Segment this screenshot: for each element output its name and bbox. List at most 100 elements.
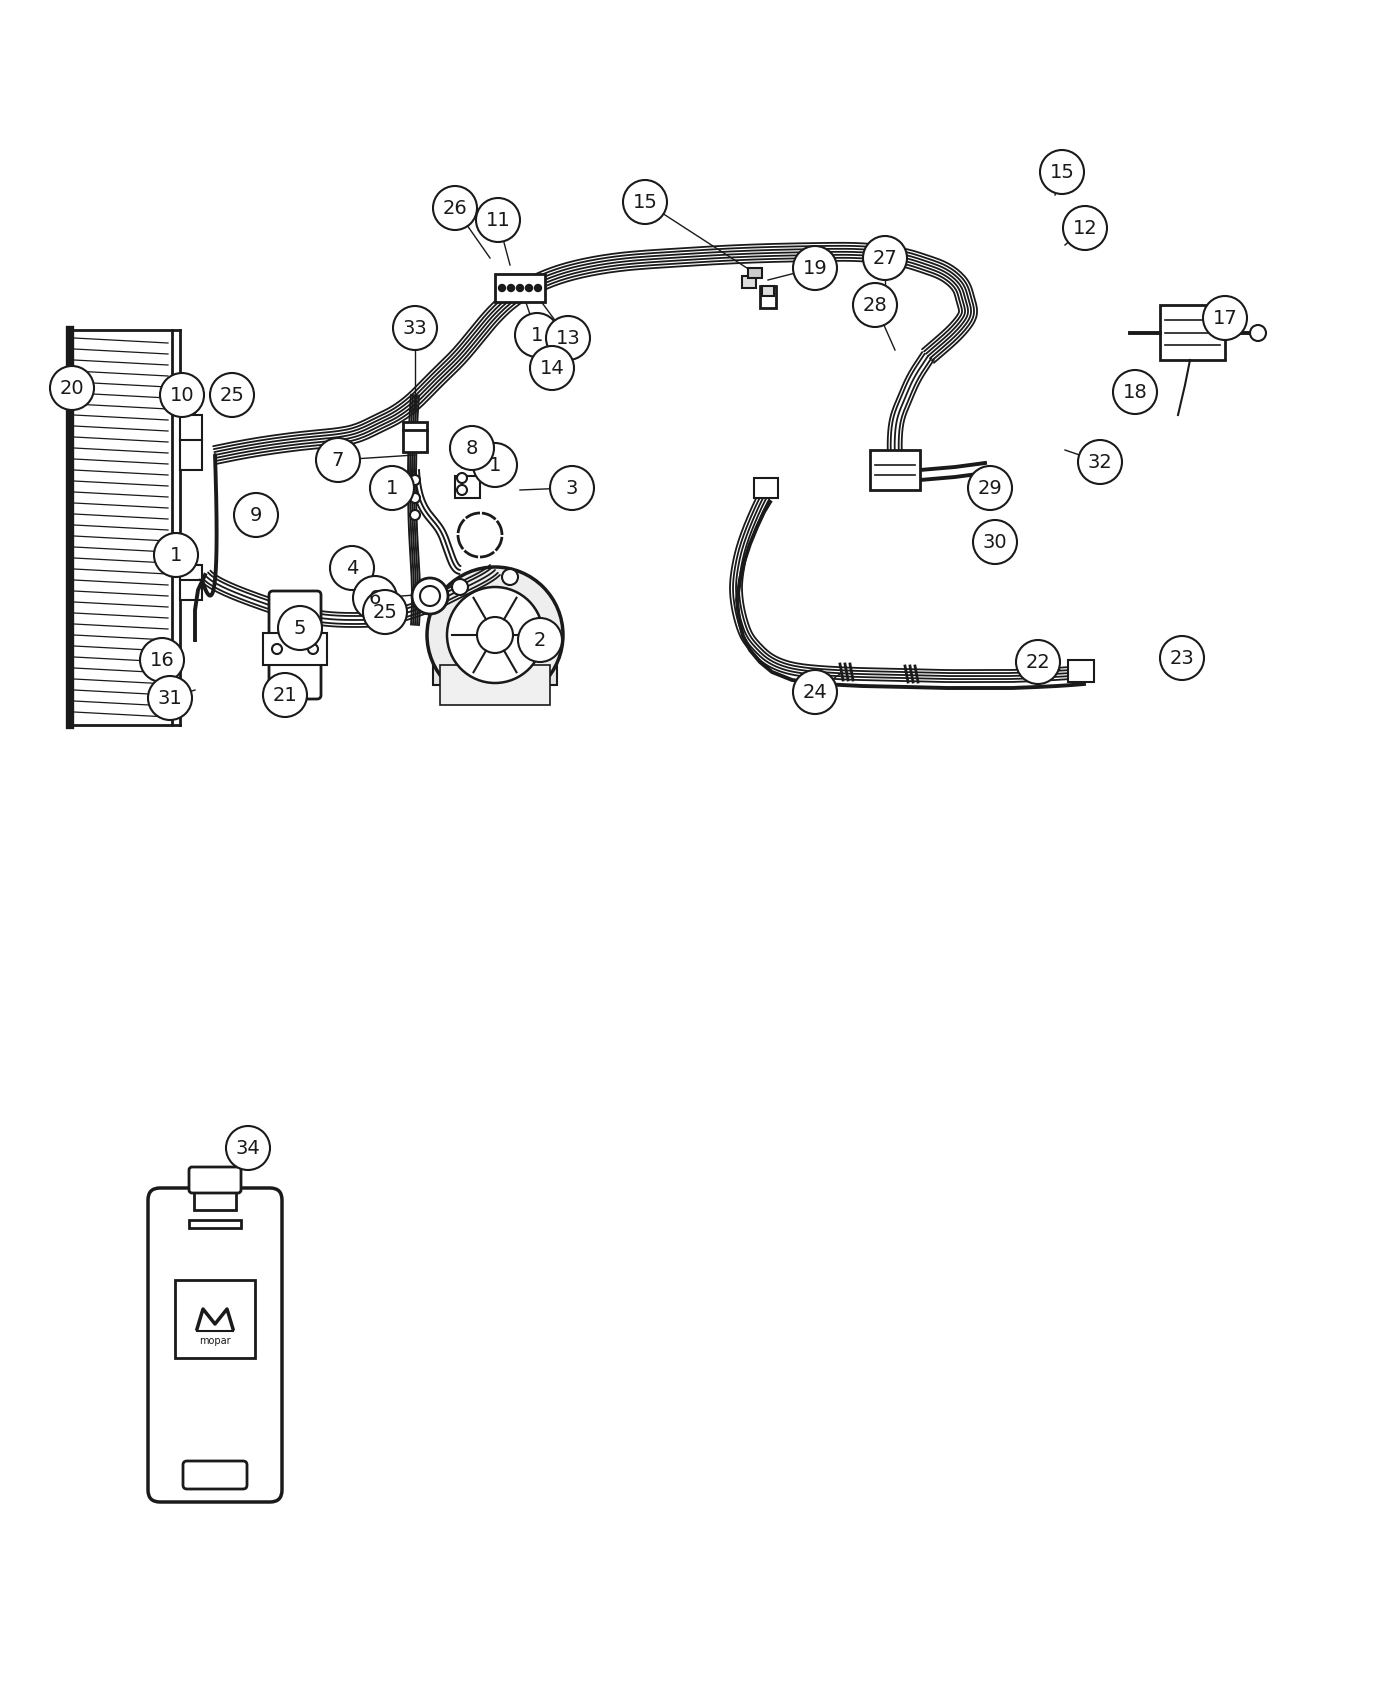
Circle shape [234,493,279,537]
FancyBboxPatch shape [148,1188,281,1503]
Bar [762,286,774,296]
Circle shape [140,638,183,682]
Circle shape [410,510,420,520]
Circle shape [473,444,517,486]
Bar [195,1192,237,1210]
Text: 26: 26 [442,199,468,218]
Circle shape [186,554,196,564]
Text: 3: 3 [566,478,578,498]
Circle shape [535,284,542,291]
Circle shape [186,405,196,415]
Circle shape [210,372,253,416]
Text: 32: 32 [1088,452,1113,471]
Circle shape [456,484,468,495]
Bar [263,632,328,665]
Circle shape [279,605,322,649]
Text: 28: 28 [862,296,888,314]
Text: 29: 29 [977,478,1002,498]
Circle shape [393,306,437,350]
Bar [70,330,172,724]
Bar [760,286,776,308]
Circle shape [862,236,907,280]
Circle shape [1161,636,1204,680]
Circle shape [308,644,318,654]
Circle shape [792,246,837,291]
Bar [755,478,778,498]
Text: 31: 31 [158,688,182,707]
Text: 6: 6 [368,588,381,607]
Text: 18: 18 [1123,382,1148,401]
Text: 33: 33 [403,318,427,338]
Circle shape [410,493,420,503]
Circle shape [477,617,512,653]
Circle shape [160,372,204,416]
Text: 21: 21 [273,685,297,704]
Text: 4: 4 [346,559,358,578]
Circle shape [1250,325,1266,342]
Text: 30: 30 [983,532,1008,551]
Bar [1161,304,1225,360]
Circle shape [316,439,360,483]
Text: 12: 12 [1072,219,1098,238]
Circle shape [546,316,589,360]
Text: 2: 2 [533,631,546,649]
Circle shape [518,619,561,661]
Circle shape [363,590,407,634]
Circle shape [427,568,563,704]
Bar [175,1280,255,1358]
Text: 24: 24 [802,682,827,702]
Text: mopar: mopar [199,1336,231,1346]
Text: 5: 5 [294,619,307,638]
Circle shape [433,185,477,230]
Text: 22: 22 [1026,653,1050,672]
Circle shape [50,366,94,410]
Circle shape [154,534,197,576]
Circle shape [531,347,574,389]
Text: 1: 1 [489,456,501,474]
Circle shape [973,520,1016,564]
Circle shape [420,586,440,605]
FancyBboxPatch shape [269,592,321,699]
Circle shape [1063,206,1107,250]
Circle shape [263,673,307,717]
Text: 34: 34 [235,1139,260,1158]
Circle shape [498,284,505,291]
Text: 17: 17 [1212,308,1238,328]
Text: 25: 25 [220,386,245,405]
Circle shape [507,284,515,291]
Circle shape [370,466,414,510]
Text: 9: 9 [249,505,262,525]
Text: 1: 1 [386,478,398,498]
Text: 7: 7 [332,450,344,469]
Circle shape [517,284,524,291]
Bar [403,422,427,452]
Circle shape [1113,371,1156,415]
Circle shape [225,1125,270,1170]
Circle shape [792,670,837,714]
Text: 20: 20 [60,379,84,398]
Circle shape [476,197,519,241]
Circle shape [412,578,448,614]
Circle shape [525,284,532,291]
Text: 11: 11 [486,211,511,230]
Bar [181,564,202,600]
Text: 16: 16 [150,651,175,670]
Text: 10: 10 [169,386,195,405]
Circle shape [1040,150,1084,194]
Circle shape [967,466,1012,510]
Bar [869,450,920,490]
Circle shape [550,466,594,510]
Text: 8: 8 [466,439,479,457]
Text: 19: 19 [802,258,827,277]
Circle shape [148,677,192,721]
FancyBboxPatch shape [189,1166,241,1193]
Text: 15: 15 [1050,163,1074,182]
Text: 27: 27 [872,248,897,267]
Circle shape [447,586,543,683]
Bar [189,1221,241,1227]
Text: 25: 25 [372,602,398,622]
Circle shape [452,580,468,595]
Circle shape [272,644,281,654]
Circle shape [515,313,559,357]
Circle shape [623,180,666,224]
